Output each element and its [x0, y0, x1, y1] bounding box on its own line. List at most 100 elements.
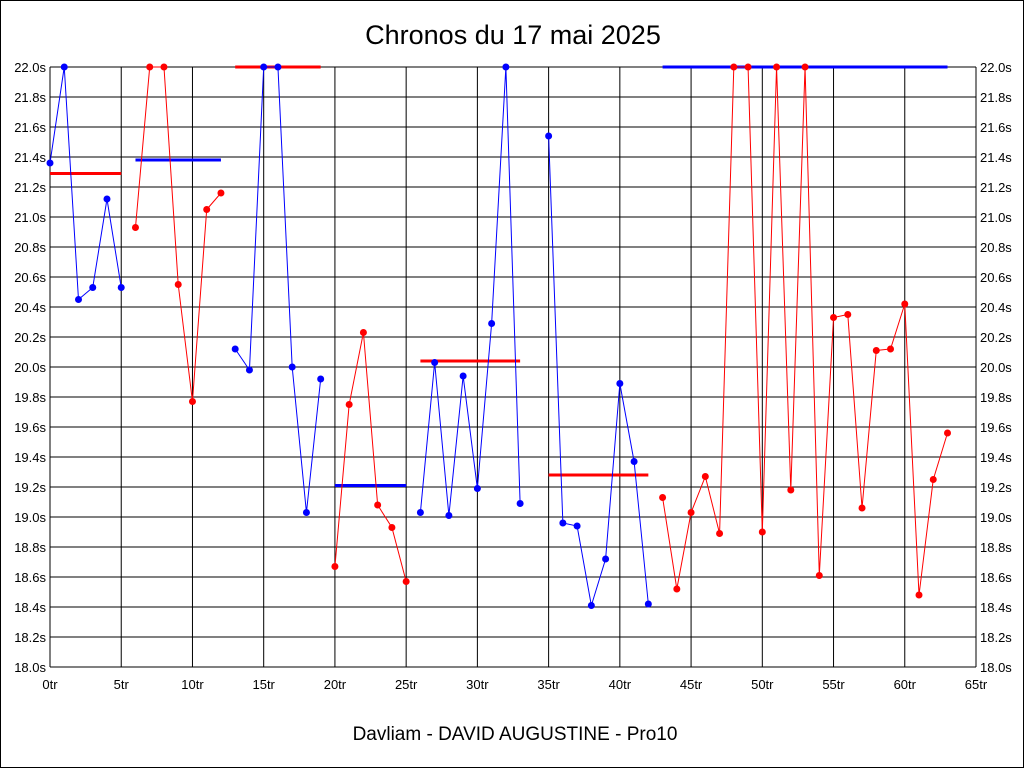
y-tick-label-right: 19.2s — [980, 480, 1012, 495]
chart-title: Chronos du 17 mai 2025 — [365, 20, 661, 50]
series-group — [131, 63, 225, 405]
data-point — [160, 63, 168, 71]
series-line — [234, 66, 322, 513]
data-point — [103, 195, 111, 203]
series-group — [416, 63, 524, 519]
data-point — [388, 524, 396, 531]
y-tick-label-right: 19.6s — [980, 420, 1012, 435]
data-point — [203, 206, 211, 213]
grid-layer — [49, 66, 977, 668]
y-tick-label-left: 18.6s — [14, 570, 46, 585]
data-point — [217, 189, 225, 197]
y-tick-label-right: 20.8s — [980, 240, 1012, 255]
x-tick-label: 50tr — [751, 677, 774, 692]
y-tick-label-left: 20.0s — [14, 360, 46, 375]
data-point — [801, 63, 809, 71]
data-point — [374, 501, 382, 509]
data-point — [701, 473, 709, 480]
data-point — [131, 224, 139, 231]
y-tick-label-left: 18.0s — [14, 660, 46, 675]
series-lines — [46, 63, 952, 609]
x-tick-label: 40tr — [609, 677, 632, 692]
data-point — [644, 600, 652, 608]
data-point — [288, 363, 296, 371]
data-point — [559, 519, 567, 527]
y-tick-label-left: 21.4s — [14, 150, 46, 165]
x-tick-label: 0tr — [42, 677, 58, 692]
data-point — [659, 494, 667, 501]
data-point — [616, 380, 624, 387]
y-tick-label-right: 20.6s — [980, 270, 1012, 285]
data-point — [459, 372, 467, 380]
data-point — [773, 63, 781, 71]
data-point — [929, 476, 937, 483]
data-point — [317, 375, 325, 383]
series-line — [134, 66, 222, 402]
data-point — [431, 359, 439, 366]
data-point — [260, 63, 268, 71]
data-point — [331, 563, 339, 570]
data-point — [516, 500, 524, 507]
data-point — [274, 63, 282, 71]
series-group — [46, 63, 125, 303]
y-tick-label-right: 18.6s — [980, 570, 1012, 585]
x-tick-label: 10tr — [181, 677, 204, 692]
data-point — [872, 347, 880, 354]
data-point — [630, 458, 638, 465]
x-tick-label: 55tr — [822, 677, 845, 692]
y-tick-label-left: 19.2s — [14, 480, 46, 495]
data-point — [545, 132, 553, 140]
y-tick-label-left: 20.8s — [14, 240, 46, 255]
data-point — [445, 512, 453, 519]
y-tick-label-right: 18.0s — [980, 660, 1012, 675]
y-tick-label-right: 21.2s — [980, 180, 1012, 195]
data-point — [89, 284, 97, 291]
data-point — [815, 572, 823, 579]
y-tick-label-right: 18.8s — [980, 540, 1012, 555]
y-tick-label-right: 19.8s — [980, 390, 1012, 405]
data-point — [345, 401, 353, 408]
y-tick-label-left: 19.6s — [14, 420, 46, 435]
data-point — [46, 159, 54, 167]
series-line — [419, 66, 521, 516]
data-point — [416, 509, 424, 516]
y-tick-label-right: 20.2s — [980, 330, 1012, 345]
y-tick-label-right: 22.0s — [980, 60, 1012, 75]
x-tick-label: 35tr — [537, 677, 560, 692]
x-tick-label: 20tr — [324, 677, 347, 692]
data-point — [887, 345, 895, 353]
data-point — [117, 284, 125, 291]
series-group — [545, 132, 652, 609]
data-point — [573, 522, 581, 530]
y-tick-label-right: 20.0s — [980, 360, 1012, 375]
data-point — [844, 311, 852, 318]
axis-labels: 18.0s 18.0s 18.2s 18.2s 18.4s 18.4s 18.6s 18.6s… — [14, 60, 1012, 692]
data-point — [901, 300, 909, 308]
data-point — [858, 504, 866, 512]
x-tick-label: 25tr — [395, 677, 418, 692]
y-tick-label-right: 19.4s — [980, 450, 1012, 465]
data-point — [502, 63, 510, 71]
data-point — [787, 486, 795, 494]
y-tick-label-right: 19.0s — [980, 510, 1012, 525]
y-tick-label-right: 21.8s — [980, 90, 1012, 105]
y-tick-label-left: 19.0s — [14, 510, 46, 525]
data-point — [687, 509, 695, 516]
y-tick-label-left: 19.8s — [14, 390, 46, 405]
data-point — [402, 578, 410, 585]
data-point — [730, 63, 738, 71]
data-point — [744, 63, 752, 71]
x-tick-label: 45tr — [680, 677, 703, 692]
y-tick-label-left: 20.4s — [14, 300, 46, 315]
y-tick-label-left: 21.2s — [14, 180, 46, 195]
series-line — [334, 332, 407, 582]
data-point — [74, 296, 82, 303]
x-tick-label: 30tr — [466, 677, 489, 692]
data-point — [587, 602, 595, 609]
series-group — [659, 63, 952, 599]
chart-subtitle: Davliam - DAVID AUGUSTINE - Pro10 — [353, 724, 678, 745]
data-point — [146, 63, 154, 71]
data-point — [174, 281, 182, 288]
y-tick-label-left: 22.0s — [14, 60, 46, 75]
